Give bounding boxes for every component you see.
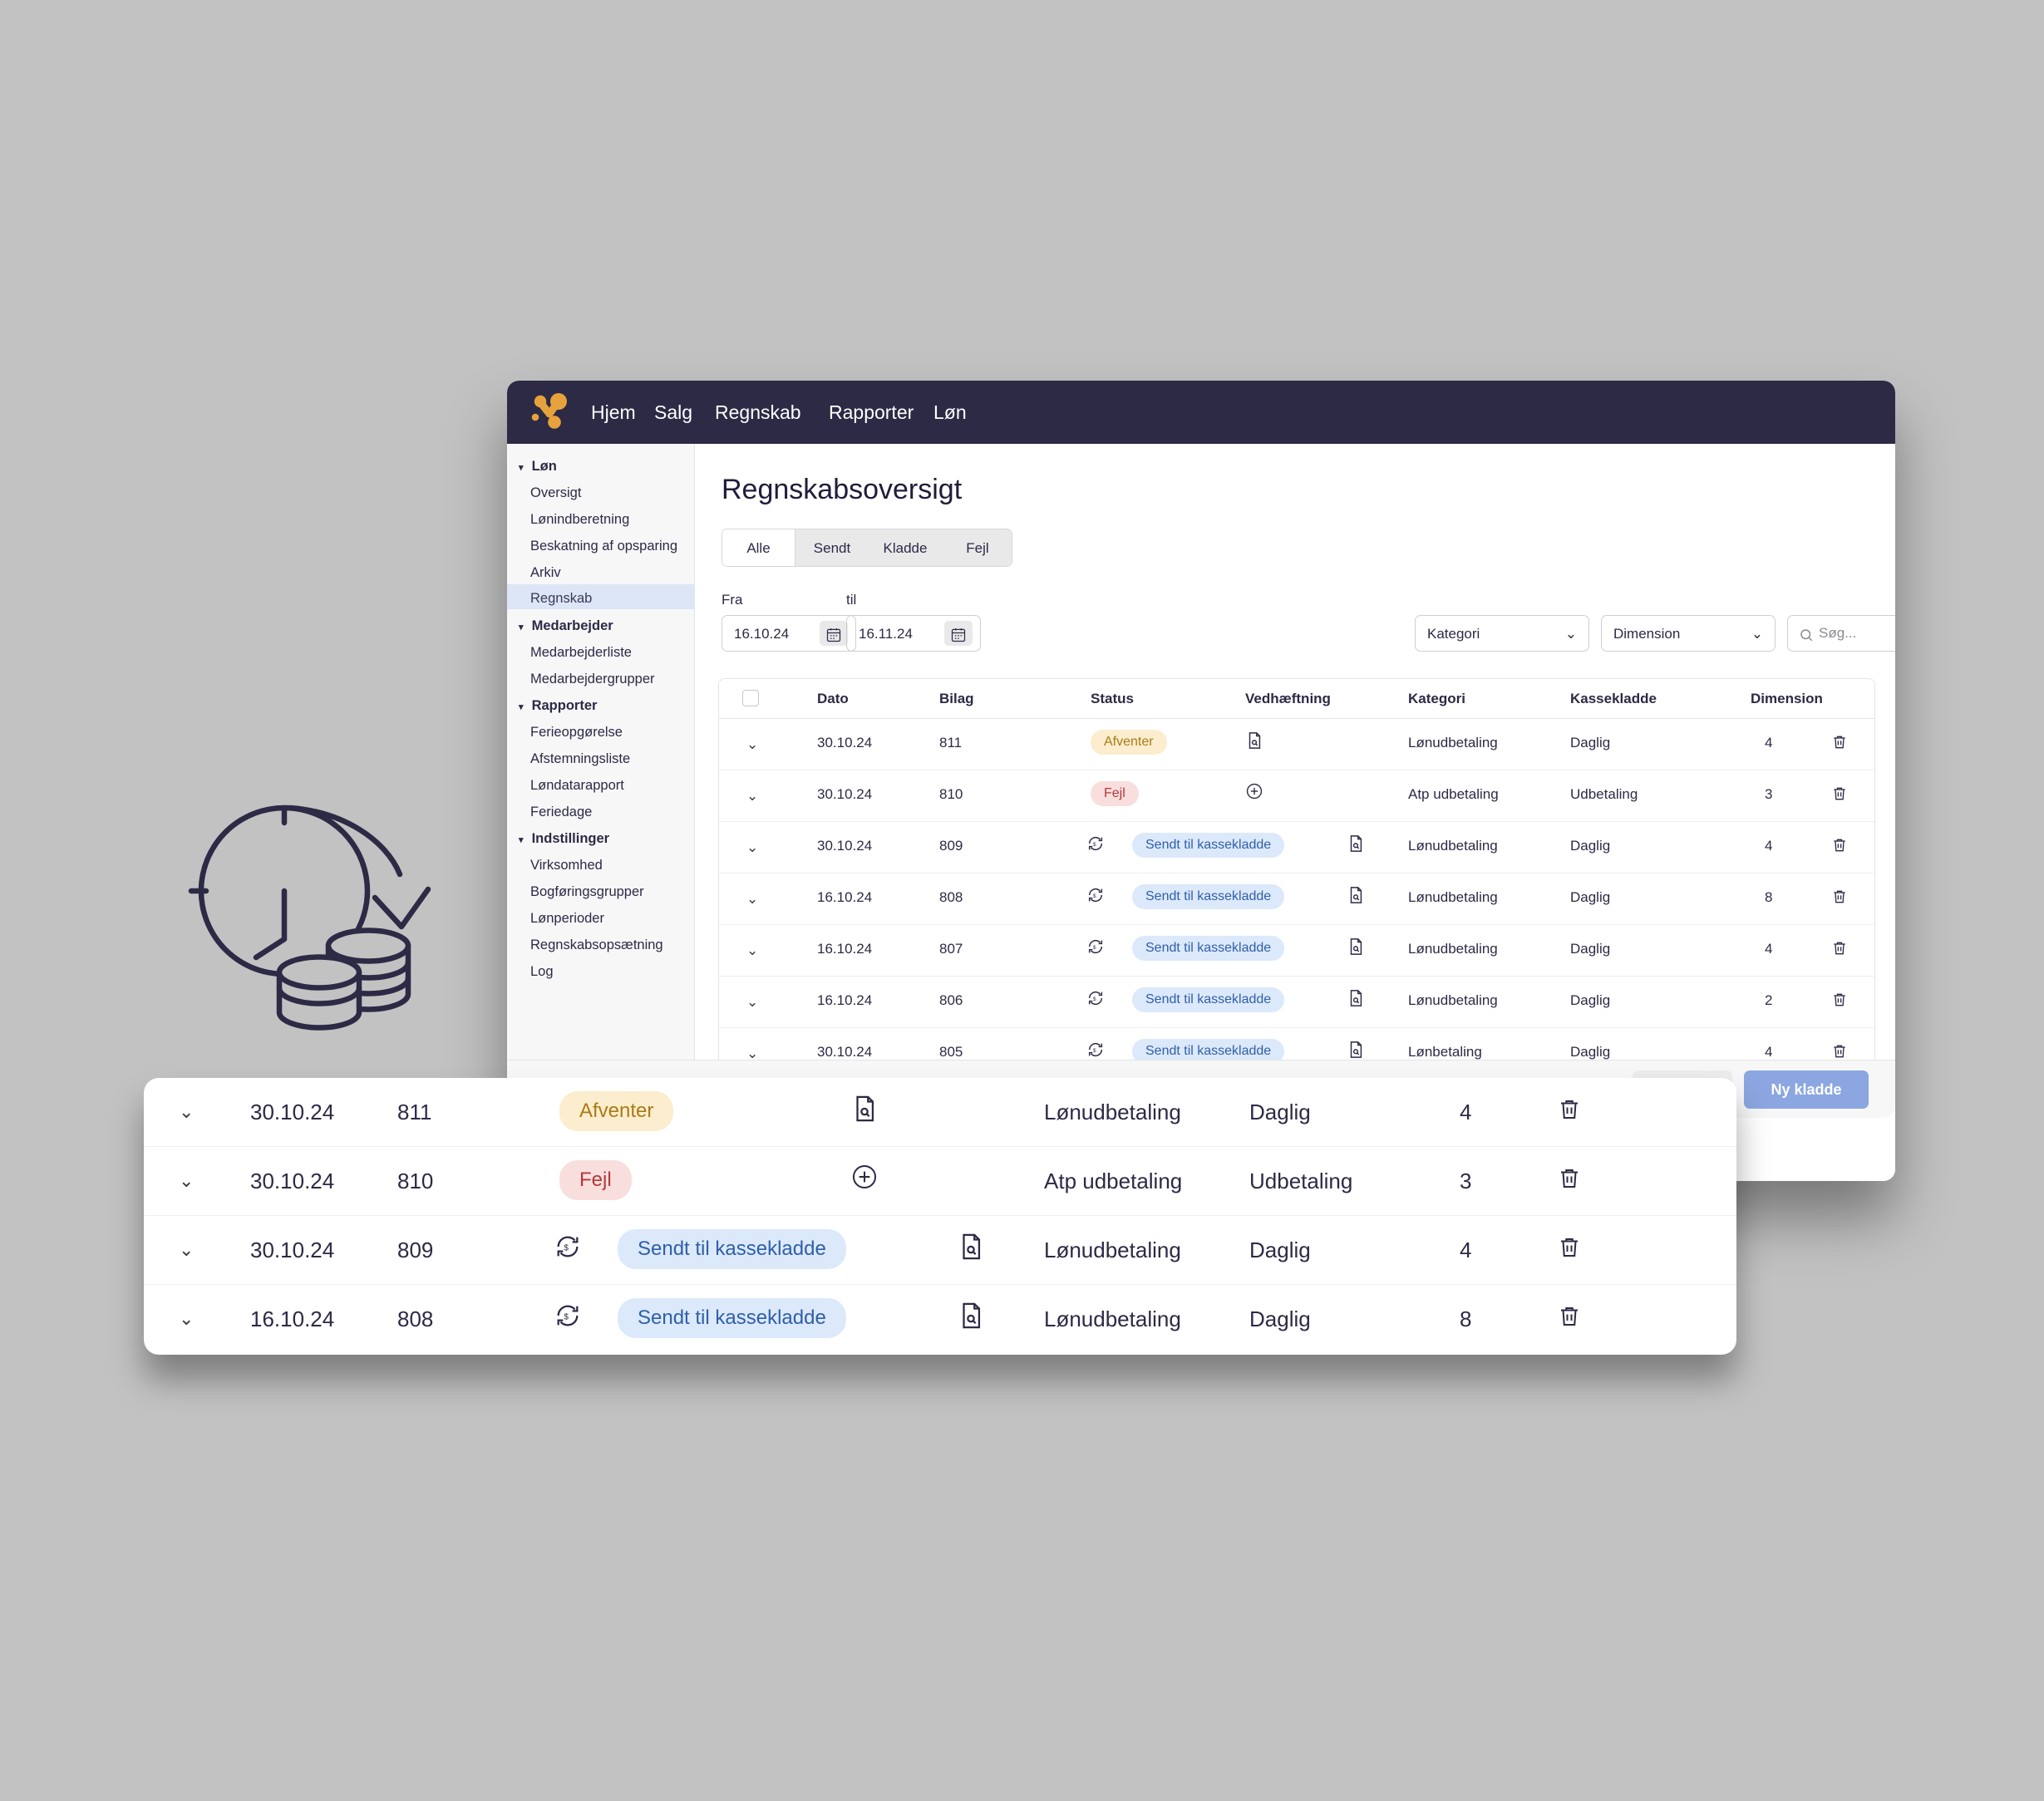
svg-text:$: $ [1093, 893, 1096, 899]
svg-text:$: $ [564, 1244, 569, 1253]
svg-text:$: $ [1093, 1048, 1096, 1054]
svg-text:$: $ [1093, 996, 1096, 1002]
svg-text:$: $ [1093, 945, 1096, 951]
svg-text:$: $ [1093, 842, 1096, 848]
svg-text:$: $ [564, 1313, 569, 1322]
